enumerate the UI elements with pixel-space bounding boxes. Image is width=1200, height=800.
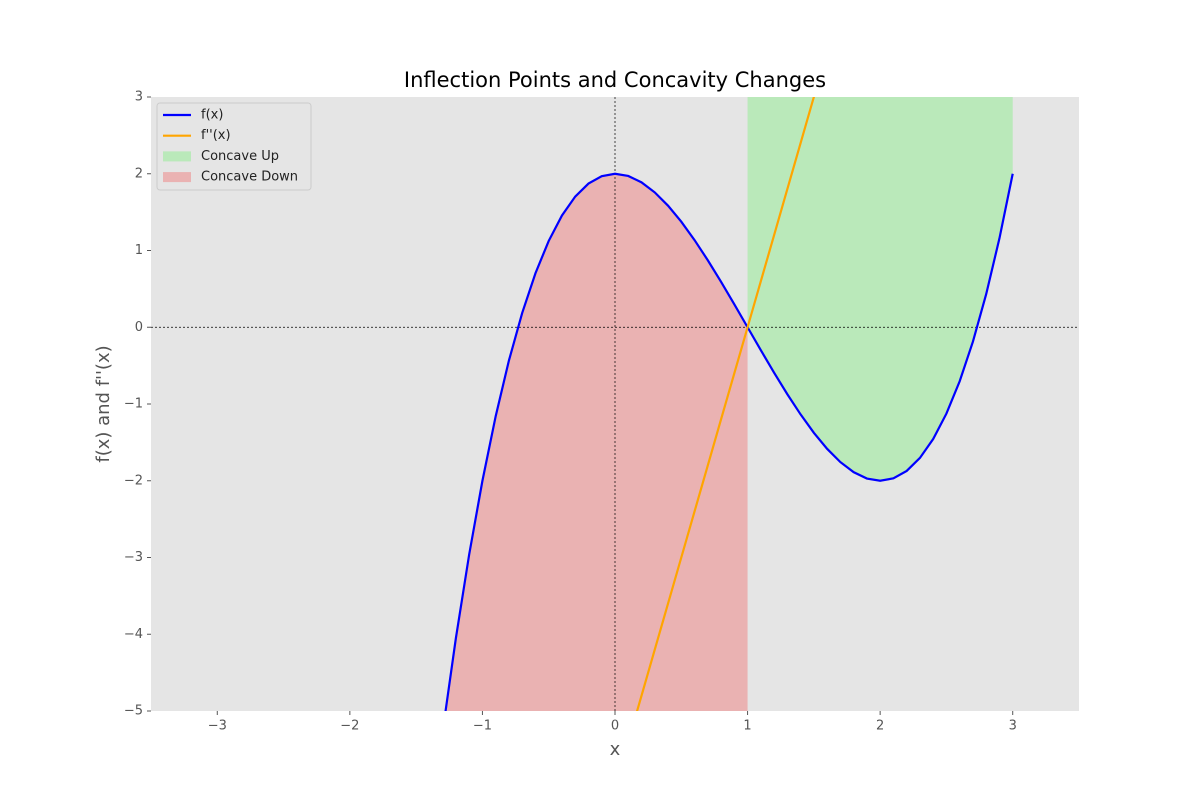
y-tick-label: −3 (124, 550, 143, 565)
x-tick-label: 2 (876, 719, 884, 734)
x-tick-label: 3 (1009, 719, 1017, 734)
y-tick-label: 2 (135, 166, 143, 181)
y-tick-label: −5 (124, 704, 143, 719)
fill-region (747, 97, 1013, 481)
legend: f(x) f''(x) Concave Up Concave Down (156, 102, 312, 191)
y-tick-label: −4 (124, 627, 143, 642)
legend-label: Concave Up (201, 149, 279, 164)
y-tick-label: −1 (124, 397, 143, 412)
y-tick-label: −2 (124, 473, 143, 488)
y-tick-label: 0 (135, 320, 143, 335)
chart-title: Inflection Points and Concavity Changes (404, 68, 826, 92)
x-tick-label: −1 (473, 719, 492, 734)
fill-region (445, 173, 748, 711)
axes: −3 −2 −1 0 1 2 3 −5 −4 −3 −2 −1 0 1 2 3 (124, 90, 1017, 734)
y-axis-label: f(x) and f''(x) (93, 345, 114, 462)
lines (444, 97, 1014, 711)
legend-label: f''(x) (201, 128, 231, 143)
y-tick-label: 1 (135, 243, 143, 258)
legend-patch (163, 151, 191, 162)
x-tick-label: 0 (611, 719, 619, 734)
legend-label: f(x) (201, 108, 223, 123)
legend-label: Concave Down (201, 170, 298, 185)
x-axis-label: x (610, 739, 621, 760)
legend-patch (163, 172, 191, 183)
fills (445, 97, 1013, 711)
series-line (444, 172, 1014, 711)
reference-lines (151, 97, 1079, 711)
x-tick-label: 1 (743, 719, 751, 734)
y-tick-label: 3 (135, 90, 143, 105)
x-tick-label: −2 (340, 719, 359, 734)
legend-frame (156, 102, 312, 191)
x-tick-label: −3 (208, 719, 227, 734)
